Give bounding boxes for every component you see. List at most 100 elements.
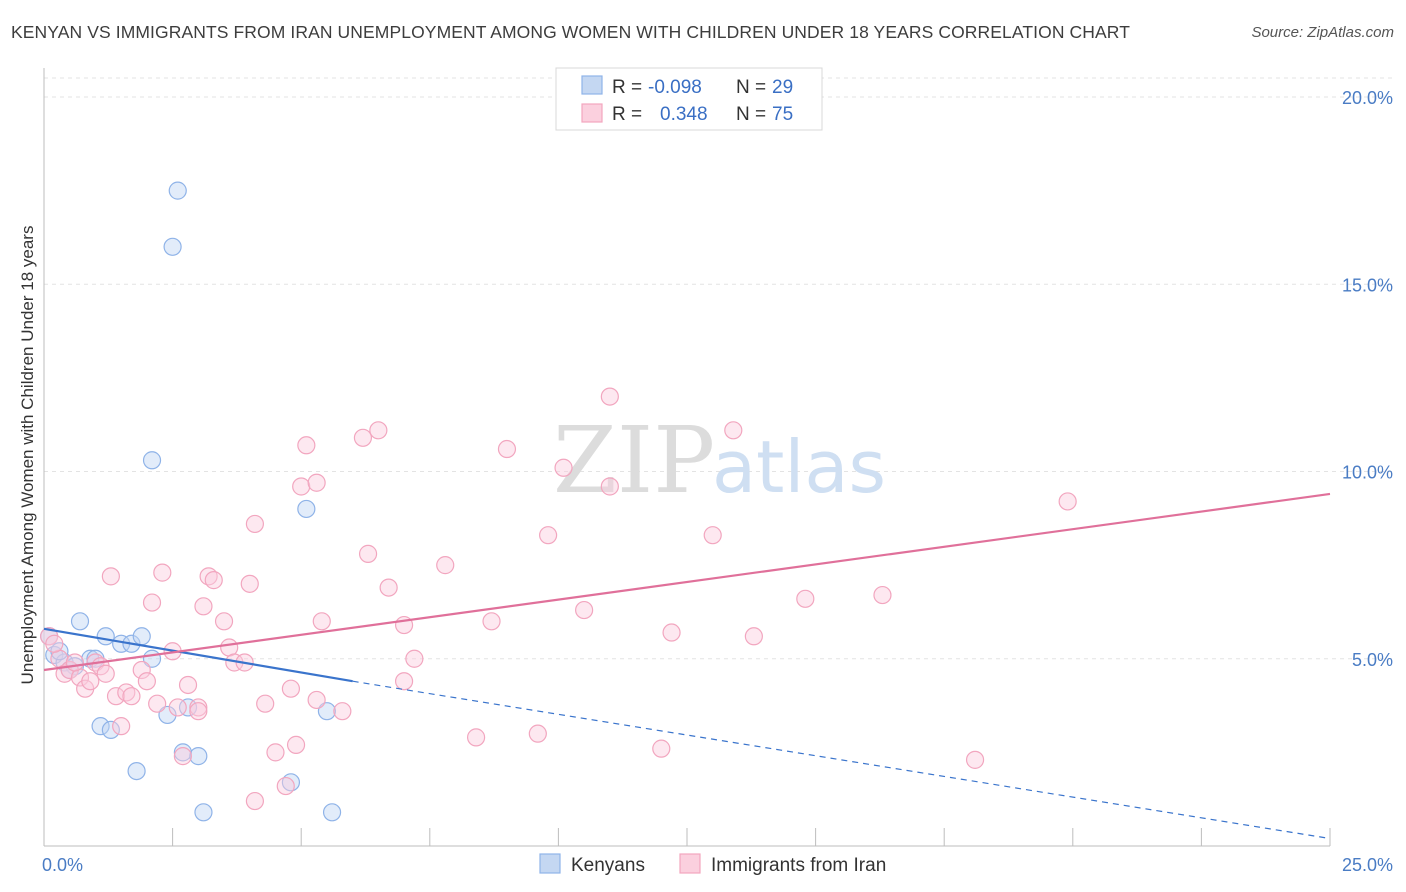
iran-point-12 <box>112 717 131 736</box>
iran-point-36 <box>256 694 275 713</box>
kenyans-point-16 <box>158 705 177 725</box>
iran-point-22 <box>173 747 192 766</box>
grid-lines <box>44 77 1392 660</box>
iran-point-38 <box>276 776 295 796</box>
iran-point-59 <box>539 526 558 545</box>
x-tick-label-0: 0.0% <box>42 855 83 875</box>
x-tick-label-1: 25.0% <box>1342 855 1393 875</box>
iran-point-44 <box>307 690 326 710</box>
iran-point-17 <box>142 593 162 612</box>
bottom-legend: Kenyans Immigrants from Iran <box>539 853 886 876</box>
iran-point-67 <box>724 421 743 440</box>
y-tick-label-0: 5.0% <box>1352 650 1393 670</box>
iran-point-9 <box>96 664 115 683</box>
iran-point-41 <box>292 477 311 496</box>
iran-trend-line <box>43 492 1331 672</box>
y-tick-label-2: 15.0% <box>1342 275 1393 295</box>
iran-point-63 <box>600 387 619 406</box>
iran-point-47 <box>353 428 373 447</box>
watermark-atlas: atlas <box>712 425 886 509</box>
kenyans-point-8 <box>96 627 115 646</box>
iran-point-16 <box>137 672 156 691</box>
legend-swatch-iran <box>581 103 603 123</box>
bottom-legend-swatch-iran <box>679 853 701 874</box>
legend-n-label-kenyans: N = <box>736 77 766 98</box>
iran-point-46 <box>333 702 352 721</box>
kenyans-point-17 <box>163 237 182 256</box>
iran-point-65 <box>662 623 681 642</box>
watermark: ZIP atlas <box>553 407 886 514</box>
iran-point-56 <box>482 612 501 631</box>
iran-point-23 <box>178 675 198 695</box>
bottom-legend-label-kenyans: Kenyans <box>571 855 645 876</box>
legend-r-value-iran: 0.348 <box>660 104 708 125</box>
iran-point-26 <box>194 597 213 616</box>
iran-point-58 <box>528 724 547 743</box>
iran-point-33 <box>240 574 259 593</box>
kenyans-trend-extension <box>352 680 1331 840</box>
legend-n-value-iran: 75 <box>772 104 793 125</box>
iran-point-34 <box>245 791 265 811</box>
iran-point-11 <box>106 687 126 706</box>
legend-swatch-kenyans <box>581 75 603 95</box>
legend-n-label-iran: N = <box>736 104 766 125</box>
iran-point-45 <box>312 612 331 631</box>
iran-point-48 <box>358 544 378 563</box>
iran-point-49 <box>369 421 388 440</box>
y-tick-labels: 5.0% 10.0% 15.0% 20.0% <box>1342 88 1393 670</box>
iran-point-25 <box>189 702 208 721</box>
trend-lines <box>43 492 1331 840</box>
x-tick-labels: 0.0% 25.0% <box>42 855 1393 875</box>
iran-point-37 <box>266 743 285 762</box>
iran-point-15 <box>132 660 151 680</box>
kenyans-point-26 <box>322 803 342 822</box>
kenyans-point-20 <box>178 698 198 717</box>
iran-point-35 <box>245 514 265 534</box>
iran-point-73 <box>45 634 64 653</box>
legend-r-value-kenyans: -0.098 <box>648 77 702 98</box>
kenyans-point-15 <box>142 451 162 470</box>
iran-point-62 <box>600 477 619 496</box>
kenyans-point-9 <box>101 720 120 740</box>
iran-point-42 <box>297 436 316 455</box>
y-tick-label-3: 20.0% <box>1342 88 1393 108</box>
iran-point-66 <box>703 526 722 545</box>
kenyans-point-21 <box>189 747 208 766</box>
data-points <box>40 181 1077 822</box>
iran-point-39 <box>281 679 301 698</box>
kenyans-point-18 <box>168 181 187 200</box>
iran-point-40 <box>286 735 306 754</box>
iran-point-10 <box>101 567 120 586</box>
iran-point-57 <box>497 439 517 459</box>
iran-point-52 <box>394 672 414 691</box>
iran-point-6 <box>81 672 100 691</box>
top-legend: R = -0.098 N = 29 R = 0.348 N = 75 <box>555 67 823 131</box>
kenyans-point-13 <box>132 627 151 646</box>
iran-point-54 <box>436 556 455 575</box>
kenyans-point-25 <box>317 702 337 721</box>
y-tick-label-1: 10.0% <box>1342 463 1393 483</box>
kenyans-trend-line <box>43 627 353 683</box>
iran-point-69 <box>796 589 815 608</box>
iran-point-21 <box>168 698 187 717</box>
iran-point-74 <box>65 653 84 672</box>
legend-r-label-iran: R = <box>612 104 642 125</box>
iran-point-19 <box>153 563 172 582</box>
iran-point-60 <box>554 458 573 477</box>
iran-point-18 <box>148 694 167 713</box>
iran-point-29 <box>214 612 234 631</box>
iran-point-28 <box>204 571 223 590</box>
watermark-zip: ZIP <box>553 407 715 514</box>
iran-point-71 <box>965 750 985 769</box>
iran-point-43 <box>307 473 326 492</box>
kenyans-point-24 <box>297 499 316 519</box>
iran-point-64 <box>652 739 671 758</box>
iran-point-68 <box>744 627 763 646</box>
kenyans-point-22 <box>194 803 213 822</box>
kenyans-point-4 <box>70 612 90 631</box>
iran-point-50 <box>379 578 398 597</box>
chart-title: KENYAN VS IMMIGRANTS FROM IRAN UNEMPLOYM… <box>11 22 1130 42</box>
kenyans-point-7 <box>91 717 110 736</box>
bottom-legend-label-iran: Immigrants from Iran <box>711 855 886 876</box>
